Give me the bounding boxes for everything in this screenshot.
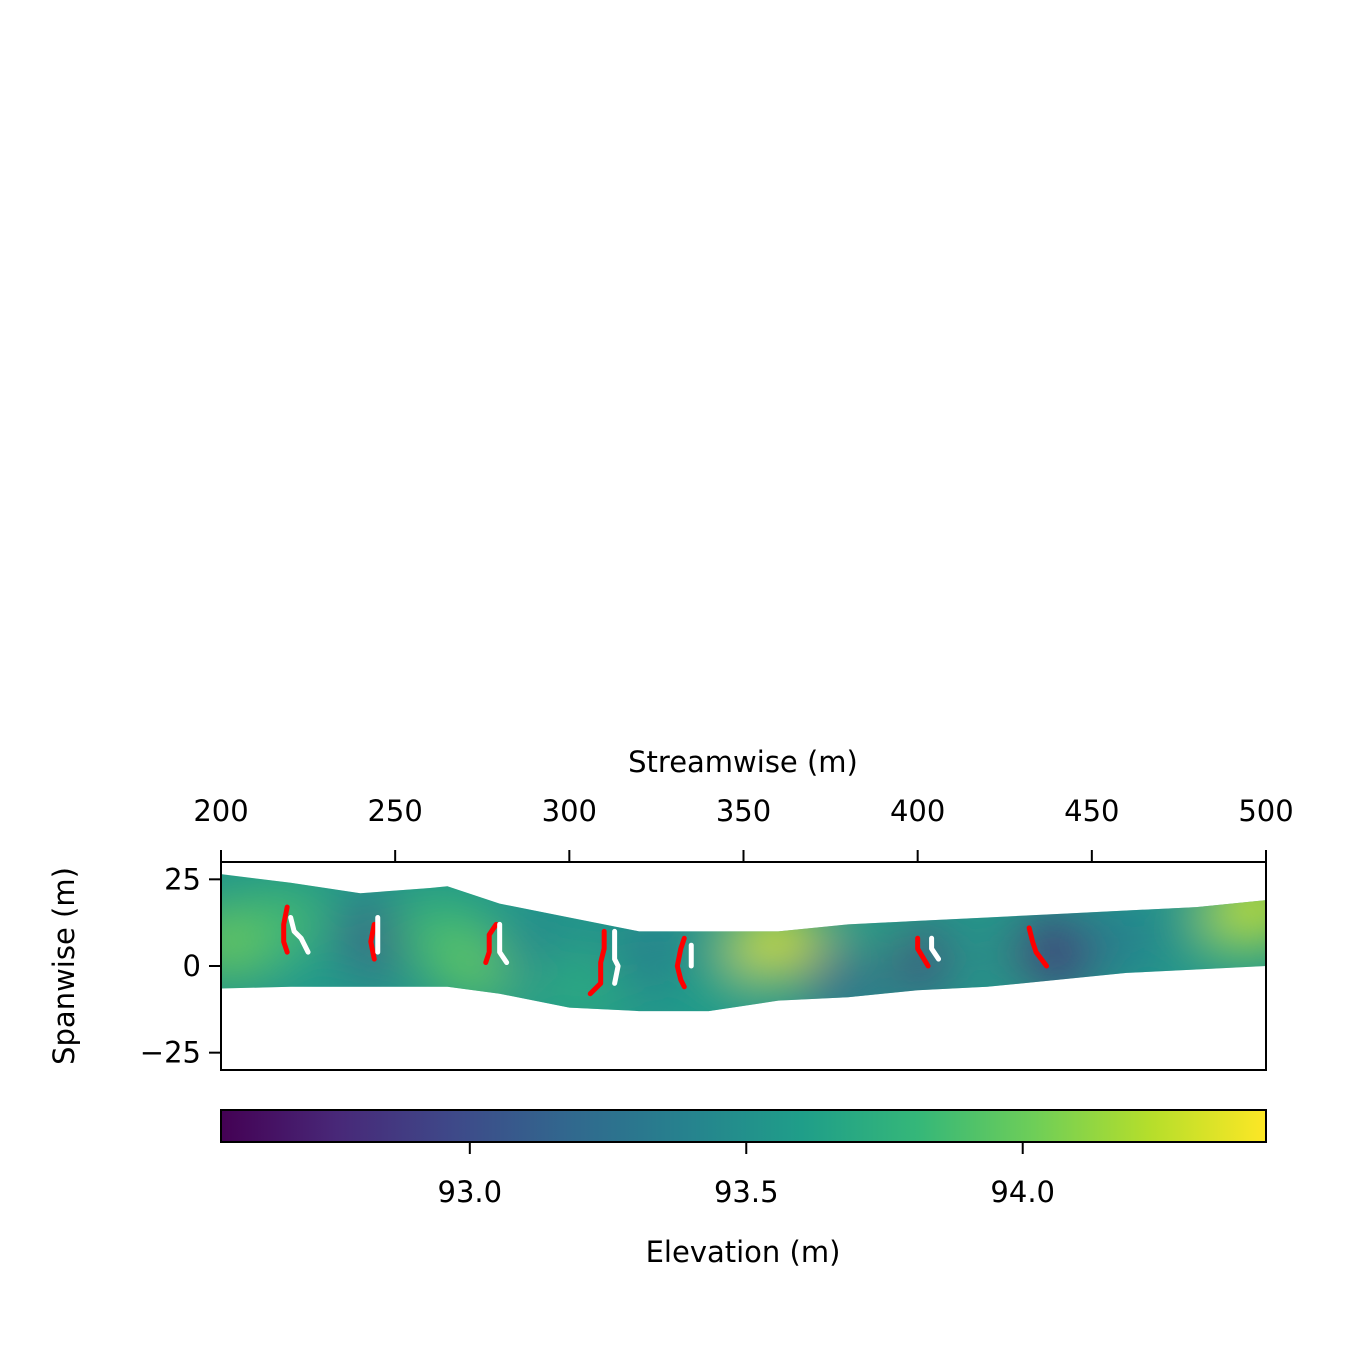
feature-lines xyxy=(281,904,1050,997)
elevation-patch xyxy=(1211,874,1266,936)
red-feature-line xyxy=(915,935,931,969)
white-feature-line xyxy=(288,914,311,955)
y-tick-label: 25 xyxy=(164,862,201,896)
x-tick-label: 450 xyxy=(1064,794,1119,828)
x-tick-label: 400 xyxy=(890,794,945,828)
white-feature-line xyxy=(497,921,510,966)
white-feature-line xyxy=(612,928,621,986)
channel-elevation-field xyxy=(221,874,1266,1012)
colorbar-ticks: 93.0 93.5 94.0 xyxy=(438,1142,1055,1209)
x-tick-label: 500 xyxy=(1238,794,1293,828)
x-axis-label: Streamwise (m) xyxy=(628,745,858,779)
plot-area xyxy=(221,874,1266,1012)
x-tick-label: 250 xyxy=(367,794,422,828)
white-feature-line xyxy=(929,935,942,962)
elevation-patch xyxy=(939,923,1036,988)
y-tick-label: −25 xyxy=(140,1036,201,1070)
colorbar xyxy=(220,1109,1267,1143)
x-tick-label: 200 xyxy=(193,794,248,828)
colorbar-label: Elevation (m) xyxy=(646,1235,841,1269)
x-tick-label: 300 xyxy=(542,794,597,828)
red-feature-line xyxy=(483,921,499,966)
red-feature-line xyxy=(587,928,607,997)
red-feature-line xyxy=(674,935,687,990)
colorbar-tick-label: 94.0 xyxy=(990,1175,1055,1209)
red-feature-line xyxy=(281,904,290,955)
red-feature-line xyxy=(368,921,377,962)
y-axis-ticks: 25 0 −25 xyxy=(140,862,221,1070)
y-tick-label: 0 xyxy=(183,949,201,983)
red-feature-line xyxy=(1026,925,1050,969)
y-axis-label: Spanwise (m) xyxy=(47,867,81,1065)
x-axis-ticks: 200 250 300 350 400 450 500 xyxy=(193,794,1294,862)
x-tick-label: 350 xyxy=(716,794,771,828)
colorbar-tick-label: 93.5 xyxy=(714,1175,779,1209)
colorbar-tick-label: 93.0 xyxy=(438,1175,503,1209)
